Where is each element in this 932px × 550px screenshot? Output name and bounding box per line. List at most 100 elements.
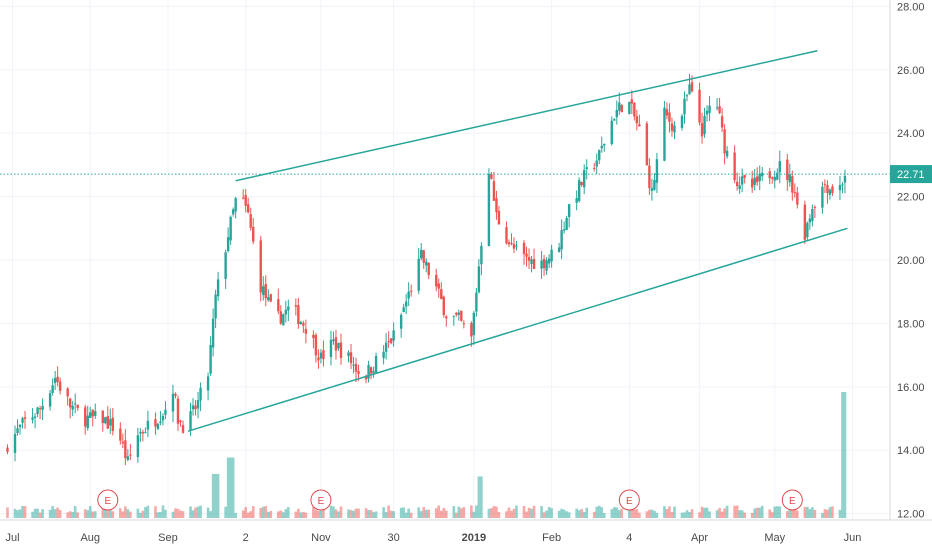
candle-body[interactable] [334,337,338,351]
candle-body[interactable] [229,216,232,241]
candle-body[interactable] [264,284,267,299]
candle-body[interactable] [109,419,112,426]
candle-body[interactable] [708,105,711,113]
candle-body[interactable] [663,107,666,161]
candle-body[interactable] [598,149,601,161]
candle-body[interactable] [91,409,94,417]
candle-body[interactable] [733,152,736,181]
candle-body[interactable] [194,405,197,410]
candle-body[interactable] [806,222,809,238]
candle-body[interactable] [16,428,19,434]
candle-body[interactable] [673,125,676,133]
candle-body[interactable] [603,143,606,146]
candle-body[interactable] [216,279,220,297]
candle-body[interactable] [409,290,413,292]
candle-body[interactable] [778,161,781,173]
candle-body[interactable] [214,294,217,319]
candle-body[interactable] [705,110,709,115]
candle-body[interactable] [530,259,533,264]
candle-body[interactable] [510,243,513,245]
candle-body[interactable] [492,181,496,201]
candle-body[interactable] [665,109,669,116]
candle-body[interactable] [828,189,832,195]
candlestick-series[interactable] [6,73,847,466]
candle-body[interactable] [490,174,493,179]
candle-body[interactable] [262,286,265,295]
candle-body[interactable] [282,314,285,326]
earnings-marker[interactable]: E [781,489,803,511]
candle-body[interactable] [136,435,140,458]
candle-body[interactable] [771,177,774,179]
candle-body[interactable] [156,423,160,429]
candle-body[interactable] [337,343,340,349]
candle-body[interactable] [610,120,613,144]
candle-body[interactable] [404,301,408,307]
candle-body[interactable] [475,292,478,312]
candle-body[interactable] [655,159,659,183]
candle-body[interactable] [279,311,283,324]
candle-body[interactable] [633,102,636,117]
candle-body[interactable] [628,101,631,114]
candle-body[interactable] [803,204,807,240]
candle-body[interactable] [525,253,528,257]
candle-body[interactable] [66,388,69,397]
candle-body[interactable] [287,306,290,311]
candle-body[interactable] [773,176,776,181]
candle-body[interactable] [339,342,343,358]
candle-body[interactable] [294,305,298,307]
candle-body[interactable] [688,84,691,95]
candle-body[interactable] [593,167,596,169]
candle-body[interactable] [487,173,491,247]
candle-body[interactable] [630,99,634,104]
candle-body[interactable] [505,227,508,244]
candle-body[interactable] [13,433,17,453]
candle-body[interactable] [277,299,280,312]
candle-body[interactable] [389,338,393,344]
candle-body[interactable] [756,176,759,183]
candle-body[interactable] [206,376,210,391]
candle-body[interactable] [23,417,27,419]
candle-body[interactable] [738,185,741,190]
candle-body[interactable] [440,289,443,299]
candle-body[interactable] [144,432,147,434]
candle-body[interactable] [841,184,844,186]
candle-body[interactable] [497,211,501,225]
candle-body[interactable] [84,407,87,427]
candle-body[interactable] [718,106,721,114]
candle-body[interactable] [171,393,175,412]
candle-body[interactable] [455,312,458,315]
candle-body[interactable] [302,323,305,326]
candle-body[interactable] [758,173,761,181]
candle-body[interactable] [73,403,77,405]
candle-body[interactable] [462,323,466,325]
candle-body[interactable] [786,159,789,180]
candle-body[interactable] [38,408,42,410]
candle-body[interactable] [527,256,531,261]
candle-body[interactable] [189,411,192,431]
candle-body[interactable] [382,351,385,358]
candle-body[interactable] [71,405,74,410]
candle-body[interactable] [743,174,746,178]
candle-body[interactable] [181,425,185,433]
candle-body[interactable] [768,171,771,179]
candle-body[interactable] [425,261,428,266]
candle-body[interactable] [129,454,132,456]
earnings-marker[interactable]: E [310,489,332,511]
candle-body[interactable] [683,98,686,115]
candle-body[interactable] [349,352,353,364]
candle-body[interactable] [231,209,235,215]
candle-body[interactable] [31,417,34,420]
candle-body[interactable] [565,218,568,230]
candle-body[interactable] [211,318,215,348]
candle-body[interactable] [224,252,227,279]
candle-body[interactable] [399,314,403,329]
candle-body[interactable] [284,309,288,315]
upper-channel-line[interactable] [235,49,818,182]
candle-body[interactable] [620,105,624,113]
candle-body[interactable] [542,258,546,269]
candle-body[interactable] [314,335,318,356]
candle-body[interactable] [6,447,9,452]
candle-body[interactable] [89,412,92,418]
earnings-marker[interactable]: E [97,489,119,511]
